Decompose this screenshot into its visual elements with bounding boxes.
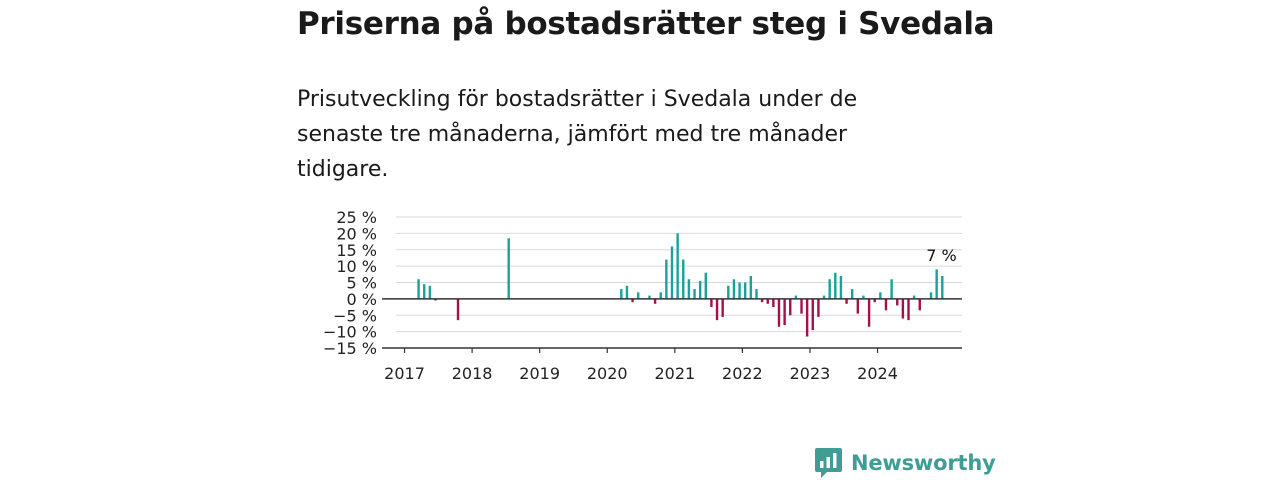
bar [867, 298, 871, 327]
newsworthy-logo: Newsworthy [815, 446, 996, 480]
y-tick-label: 25 % [336, 208, 377, 227]
bar [732, 279, 736, 299]
bar [704, 272, 707, 299]
bar [507, 238, 510, 299]
bar [428, 285, 432, 299]
x-tick-label: 2021 [654, 364, 695, 383]
y-tick-label: 15 % [336, 241, 377, 260]
bar [929, 292, 933, 299]
bar [670, 246, 674, 299]
y-tick-label: −10 % [323, 323, 377, 342]
bar [698, 280, 702, 299]
bar [772, 298, 775, 308]
bar [789, 298, 792, 316]
chart-title: Priserna på bostadsrätter steg i Svedala [297, 6, 995, 42]
x-tick-label: 2018 [452, 364, 493, 383]
bar [631, 298, 634, 303]
bar [811, 298, 814, 330]
bar [896, 298, 899, 306]
bar [783, 298, 786, 326]
bar [744, 282, 747, 299]
bar [625, 285, 629, 299]
bar [912, 295, 916, 299]
bar [676, 233, 679, 299]
bar [710, 298, 713, 308]
bar [862, 295, 865, 299]
y-tick-label: −5 % [333, 306, 377, 325]
bar [687, 279, 691, 299]
bar [839, 275, 843, 299]
x-axis-ticks: 2017 2018 2019 2020 2021 2022 2023 2024 [384, 348, 898, 383]
bar [901, 298, 905, 319]
bar [434, 298, 437, 301]
bar [417, 279, 420, 299]
bars [417, 233, 944, 337]
x-tick-label: 2024 [857, 364, 898, 383]
newsworthy-logo-icon [815, 448, 842, 478]
bar [890, 279, 893, 299]
bar [800, 298, 803, 314]
x-tick-label: 2017 [384, 364, 425, 383]
bar [873, 298, 876, 303]
bar [777, 298, 781, 327]
bar [659, 292, 662, 299]
bar [941, 275, 944, 299]
bar [850, 289, 854, 299]
price-change-bar-chart: 25 %20 %15 %10 %5 %0 %−5 %−10 %−15 % 201… [323, 208, 962, 383]
y-tick-label: −15 % [323, 339, 377, 358]
x-tick-label: 2019 [519, 364, 560, 383]
x-tick-label: 2022 [722, 364, 763, 383]
bar [907, 298, 910, 321]
bar [738, 282, 741, 299]
bar [834, 272, 837, 299]
brand-name: Newsworthy [851, 451, 996, 475]
bar [693, 289, 696, 299]
y-tick-label: 20 % [336, 224, 377, 243]
bar [715, 298, 719, 321]
bar [828, 279, 831, 299]
y-tick-label: 5 % [347, 274, 377, 293]
y-tick-label: 0 % [347, 290, 377, 309]
bar [637, 292, 640, 299]
bar [766, 298, 769, 304]
bar [653, 298, 657, 304]
y-axis-labels: 25 %20 %15 %10 %5 %0 %−5 %−10 %−15 % [323, 208, 377, 358]
bar [884, 298, 888, 311]
bar [760, 298, 764, 303]
bar [845, 298, 848, 304]
last-value-annotation: 7 % [926, 246, 956, 265]
grid-lines [396, 216, 962, 349]
bar [682, 259, 685, 299]
bar [749, 275, 753, 299]
bar [856, 298, 860, 314]
bar [794, 295, 798, 299]
bar [935, 269, 938, 299]
bar [879, 292, 882, 299]
bar [423, 284, 426, 299]
bar [648, 295, 651, 299]
bar [620, 289, 623, 299]
x-tick-label: 2020 [587, 364, 628, 383]
y-tick-label: 10 % [336, 257, 377, 276]
bar [918, 298, 921, 311]
bar [805, 298, 809, 337]
bar [755, 289, 758, 299]
bar [665, 259, 668, 299]
bar [456, 298, 460, 321]
bar [817, 298, 820, 317]
x-tick-label: 2023 [790, 364, 831, 383]
chart-subtitle: Prisutveckling för bostadsrätter i Sveda… [297, 87, 858, 182]
bar [822, 295, 826, 299]
bar [721, 298, 724, 317]
bar [727, 285, 730, 299]
